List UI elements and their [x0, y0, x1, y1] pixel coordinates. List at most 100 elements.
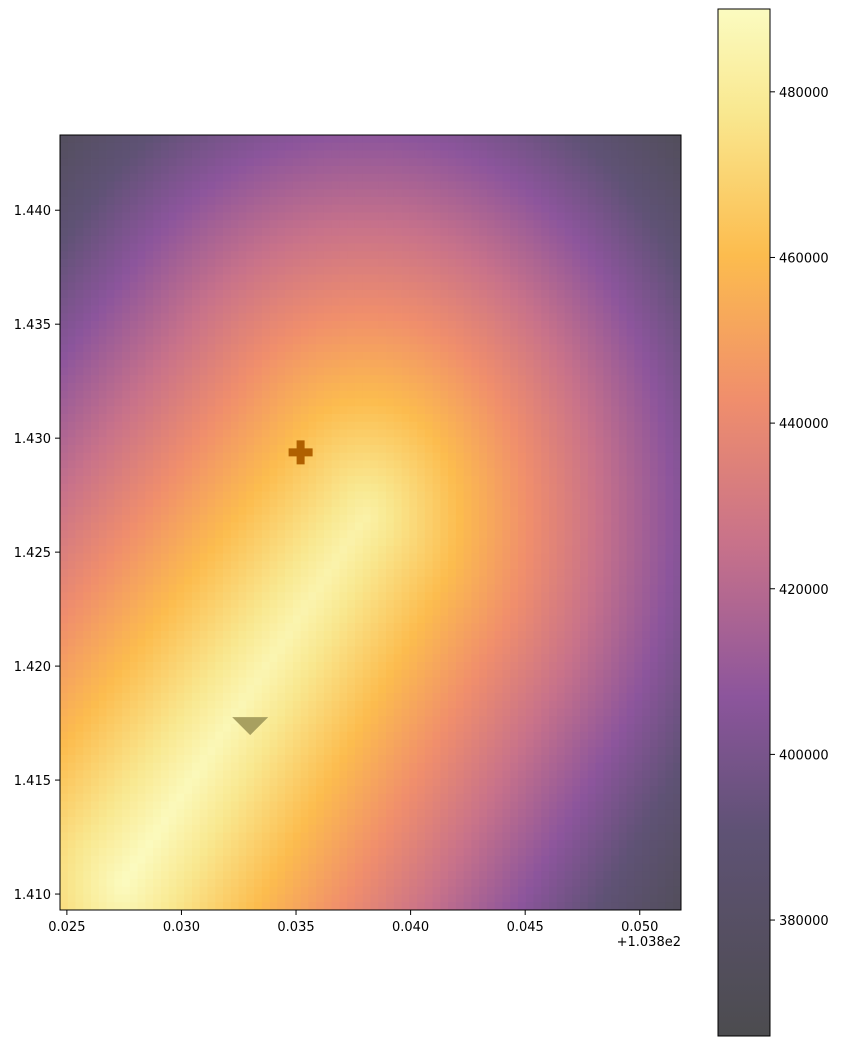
heatmap-cell	[541, 545, 550, 554]
heatmap-cell	[160, 569, 170, 578]
heatmap-cell	[254, 507, 263, 516]
heatmap-cell	[254, 321, 263, 330]
heatmap-cell	[75, 514, 84, 523]
heatmap-cell	[191, 259, 201, 268]
heatmap-cell	[91, 390, 100, 399]
heatmap-cell	[246, 576, 255, 585]
heatmap-cell	[603, 414, 612, 423]
heatmap-cell	[60, 166, 69, 175]
heatmap-cell	[587, 197, 597, 206]
heatmap-cell	[160, 607, 170, 616]
heatmap-cell	[300, 514, 309, 523]
heatmap-cell	[549, 569, 558, 578]
heatmap-cell	[246, 228, 255, 237]
heatmap-cell	[564, 313, 573, 322]
heatmap-cell	[634, 173, 643, 182]
heatmap-cell	[145, 158, 154, 167]
heatmap-cell	[533, 530, 542, 539]
heatmap-cell	[323, 406, 333, 415]
heatmap-cell	[277, 398, 286, 407]
heatmap-cell	[448, 569, 457, 578]
heatmap-cell	[114, 538, 123, 547]
heatmap-cell	[153, 204, 162, 213]
heatmap-cell	[386, 398, 395, 407]
heatmap-cell	[463, 607, 472, 616]
heatmap-cell	[393, 259, 402, 268]
heatmap-cell	[603, 561, 612, 570]
heatmap-cell	[223, 197, 232, 206]
heatmap-cell	[184, 150, 193, 159]
heatmap-cell	[168, 545, 177, 554]
heatmap-cell	[455, 243, 465, 252]
heatmap-cell	[277, 135, 286, 144]
heatmap-cell	[386, 437, 395, 446]
heatmap-cell	[308, 150, 317, 159]
heatmap-cell	[502, 313, 511, 322]
heatmap-cell	[176, 313, 185, 322]
heatmap-cell	[176, 600, 185, 609]
heatmap-cell	[122, 274, 131, 283]
heatmap-cell	[448, 166, 457, 175]
heatmap-cell	[479, 266, 488, 275]
heatmap-cell	[370, 600, 379, 609]
heatmap-cell	[502, 328, 511, 337]
heatmap-cell	[277, 158, 286, 167]
heatmap-cell	[67, 421, 76, 430]
heatmap-cell	[362, 514, 371, 523]
heatmap-cell	[168, 282, 177, 291]
heatmap-cell	[401, 398, 410, 407]
heatmap-cell	[649, 204, 659, 213]
heatmap-cell	[292, 383, 302, 392]
heatmap-cell	[114, 367, 123, 376]
heatmap-cell	[199, 569, 208, 578]
heatmap-cell	[463, 336, 472, 345]
heatmap-cell	[362, 290, 371, 299]
heatmap-cell	[479, 321, 488, 330]
heatmap-cell	[137, 375, 146, 384]
heatmap-cell	[122, 460, 131, 469]
heatmap-cell	[292, 584, 302, 593]
heatmap-cell	[549, 483, 558, 492]
heatmap-cell	[424, 491, 433, 500]
heatmap-cell	[106, 584, 115, 593]
heatmap-cell	[254, 297, 263, 306]
heatmap-cell	[634, 367, 643, 376]
heatmap-cell	[246, 476, 255, 485]
heatmap-cell	[502, 220, 511, 229]
heatmap-cell	[393, 166, 402, 175]
heatmap-cell	[486, 600, 496, 609]
heatmap-cell	[75, 553, 84, 562]
heatmap-cell	[595, 328, 604, 337]
heatmap-cell	[417, 158, 426, 167]
heatmap-cell	[308, 491, 317, 500]
heatmap-cell	[308, 390, 317, 399]
heatmap-cell	[106, 266, 115, 275]
heatmap-cell	[323, 390, 333, 399]
heatmap-cell	[580, 367, 589, 376]
heatmap-cell	[354, 204, 364, 213]
heatmap-cell	[269, 576, 278, 585]
heatmap-cell	[611, 204, 620, 213]
heatmap-cell	[378, 352, 387, 361]
heatmap-cell	[223, 507, 232, 516]
heatmap-cell	[176, 336, 185, 345]
heatmap-cell	[122, 352, 131, 361]
heatmap-cell	[455, 499, 465, 508]
heatmap-cell	[494, 507, 503, 516]
heatmap-cell	[525, 561, 534, 570]
heatmap-cell	[440, 421, 449, 430]
heatmap-cell	[246, 259, 255, 268]
heatmap-cell	[549, 297, 558, 306]
heatmap-cell	[665, 266, 674, 275]
heatmap-cell	[525, 266, 534, 275]
heatmap-cell	[393, 607, 402, 616]
heatmap-cell	[285, 615, 294, 624]
heatmap-cell	[114, 359, 123, 368]
heatmap-cell	[83, 429, 92, 438]
heatmap-cell	[308, 158, 317, 167]
heatmap-cell	[603, 259, 612, 268]
heatmap-cell	[611, 530, 620, 539]
heatmap-cell	[323, 592, 333, 601]
heatmap-cell	[191, 142, 201, 151]
heatmap-cell	[160, 305, 170, 314]
